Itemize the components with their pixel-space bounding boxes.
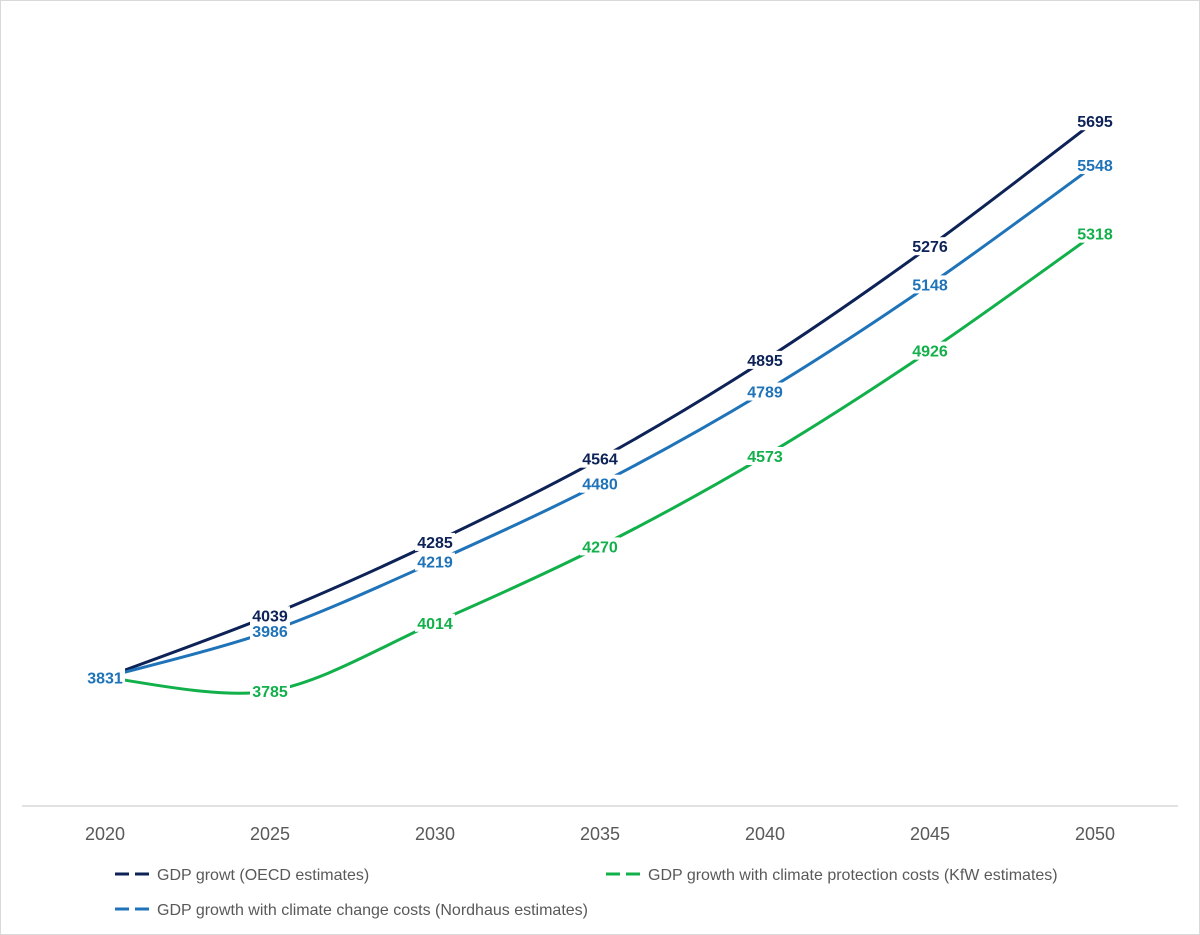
x-tick-label: 2035 (580, 824, 620, 844)
data-label-bg (580, 474, 620, 493)
data-label: 4895 (747, 353, 783, 370)
x-tick-label: 2050 (1075, 824, 1115, 844)
data-label-bg (415, 613, 455, 632)
data-label: 4480 (582, 477, 618, 494)
data-labels: 4039 4285 4564 4895 5276 5695 3831 3986 4219 4480… (85, 112, 1115, 701)
data-label: 3986 (252, 624, 288, 641)
data-label: 3785 (252, 684, 288, 701)
data-label: 4573 (747, 449, 783, 466)
data-label-bg (415, 532, 455, 551)
data-label: 4285 (417, 535, 453, 552)
data-label-bg (250, 622, 290, 641)
series-line-1 (103, 119, 1097, 679)
data-label-bg (1075, 112, 1115, 131)
data-label: 4270 (582, 539, 618, 556)
data-label-bg (415, 552, 455, 571)
data-label-bg (745, 446, 785, 465)
data-label-bg (1075, 156, 1115, 175)
data-label: 4564 (582, 452, 618, 469)
data-label: 4219 (417, 555, 453, 572)
data-label-bg (580, 537, 620, 556)
data-label: 4926 (912, 344, 948, 361)
x-tick-label: 2045 (910, 824, 950, 844)
data-label: 5318 (1077, 227, 1113, 244)
data-label: 3831 (87, 670, 123, 687)
legend-label: GDP growth with climate change costs (No… (157, 902, 588, 919)
x-tick-label: 2020 (85, 824, 125, 844)
data-label: 4039 (252, 608, 288, 625)
data-label-bg (910, 275, 950, 294)
x-tick-labels: 2020 2025 2030 2035 2040 2045 2050 (85, 824, 1115, 844)
legend-label: GDP growt (OECD estimates) (157, 867, 369, 884)
data-label: 4789 (747, 385, 783, 402)
data-label-bg (745, 382, 785, 401)
x-tick-label: 2025 (250, 824, 290, 844)
data-label: 5548 (1077, 158, 1113, 175)
data-label-bg (1075, 224, 1115, 243)
data-label-bg (910, 341, 950, 360)
data-label-bg (910, 237, 950, 256)
x-tick-label: 2030 (415, 824, 455, 844)
data-label-bg (85, 668, 125, 687)
data-label-bg (745, 350, 785, 369)
data-label: 5148 (912, 277, 948, 294)
legend-label: GDP growth with climate protection costs… (648, 867, 1058, 884)
data-label: 5276 (912, 239, 948, 256)
data-label: 4014 (417, 616, 453, 633)
legend: GDP growt (OECD estimates) GDP growth wit… (115, 867, 1058, 919)
data-label-bg (580, 449, 620, 468)
x-tick-label: 2040 (745, 824, 785, 844)
data-label: 5695 (1077, 114, 1113, 131)
data-label-bg (250, 682, 290, 701)
data-label-bg (250, 606, 290, 625)
